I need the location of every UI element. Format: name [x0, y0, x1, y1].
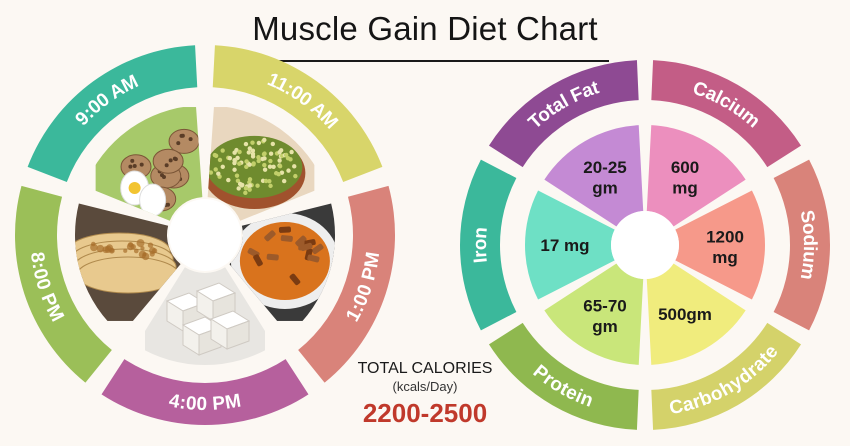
nutrient-slice-calcium	[646, 125, 746, 227]
nutrient-slice-sodium	[675, 190, 765, 300]
boiled-eggs-illustration	[95, 107, 203, 221]
nutrient-slice-carbohydrate	[646, 263, 746, 365]
nutrient-ring-iron	[459, 159, 517, 331]
food-wedge-boiled-eggs	[95, 107, 203, 221]
title-underline	[243, 60, 609, 62]
nutrient-amount-calcium: 600 mg	[671, 158, 699, 197]
nutrient-slice-total-fat	[544, 125, 644, 227]
nutrient-ring-sodium	[773, 159, 830, 331]
time-segment-11-00-am	[212, 45, 383, 182]
nutrient-slice-iron	[525, 190, 615, 300]
total-calories-label: TOTAL CALORIES	[357, 360, 493, 377]
total-calories-value: 2200-2500	[362, 398, 488, 428]
time-segment-9-00-am	[27, 45, 198, 182]
nutrient-amount-carbohydrate: 500gm	[658, 305, 712, 324]
nutrient-ring-protein	[488, 322, 639, 430]
page-title: Muscle Gain Diet Chart	[252, 10, 598, 47]
total-calories-block: TOTAL CALORIES (kcals/Day) 2200-2500	[330, 360, 520, 429]
time-segment-8-00-pm	[14, 185, 112, 383]
total-calories-unit: (kcals/Day)	[392, 379, 458, 394]
time-segment-1-00-pm	[298, 185, 396, 383]
nutrient-name-sodium: Sodium	[796, 209, 820, 282]
time-segment-4-00-pm	[101, 359, 309, 426]
nutrient-ring-carbohydrate	[651, 322, 802, 430]
meal-wheel-hub	[169, 199, 241, 271]
nutrient-ring-total-fat	[488, 60, 639, 168]
nutrient-amount-iron: 17 mg	[540, 236, 589, 255]
nutrient-name-iron: Iron	[469, 226, 491, 264]
nutrient-amount-total-fat: 20-25 gm	[583, 158, 626, 197]
nutrient-amount-sodium: 1200 mg	[706, 227, 744, 266]
nutrient-ring-calcium	[651, 60, 802, 168]
nutrient-slice-protein	[544, 263, 644, 365]
time-label-4-00-pm: 4:00 PM	[167, 390, 242, 415]
nutrient-amount-protein: 65-70 gm	[583, 297, 626, 336]
nutrient-wheel-hub	[611, 211, 679, 279]
